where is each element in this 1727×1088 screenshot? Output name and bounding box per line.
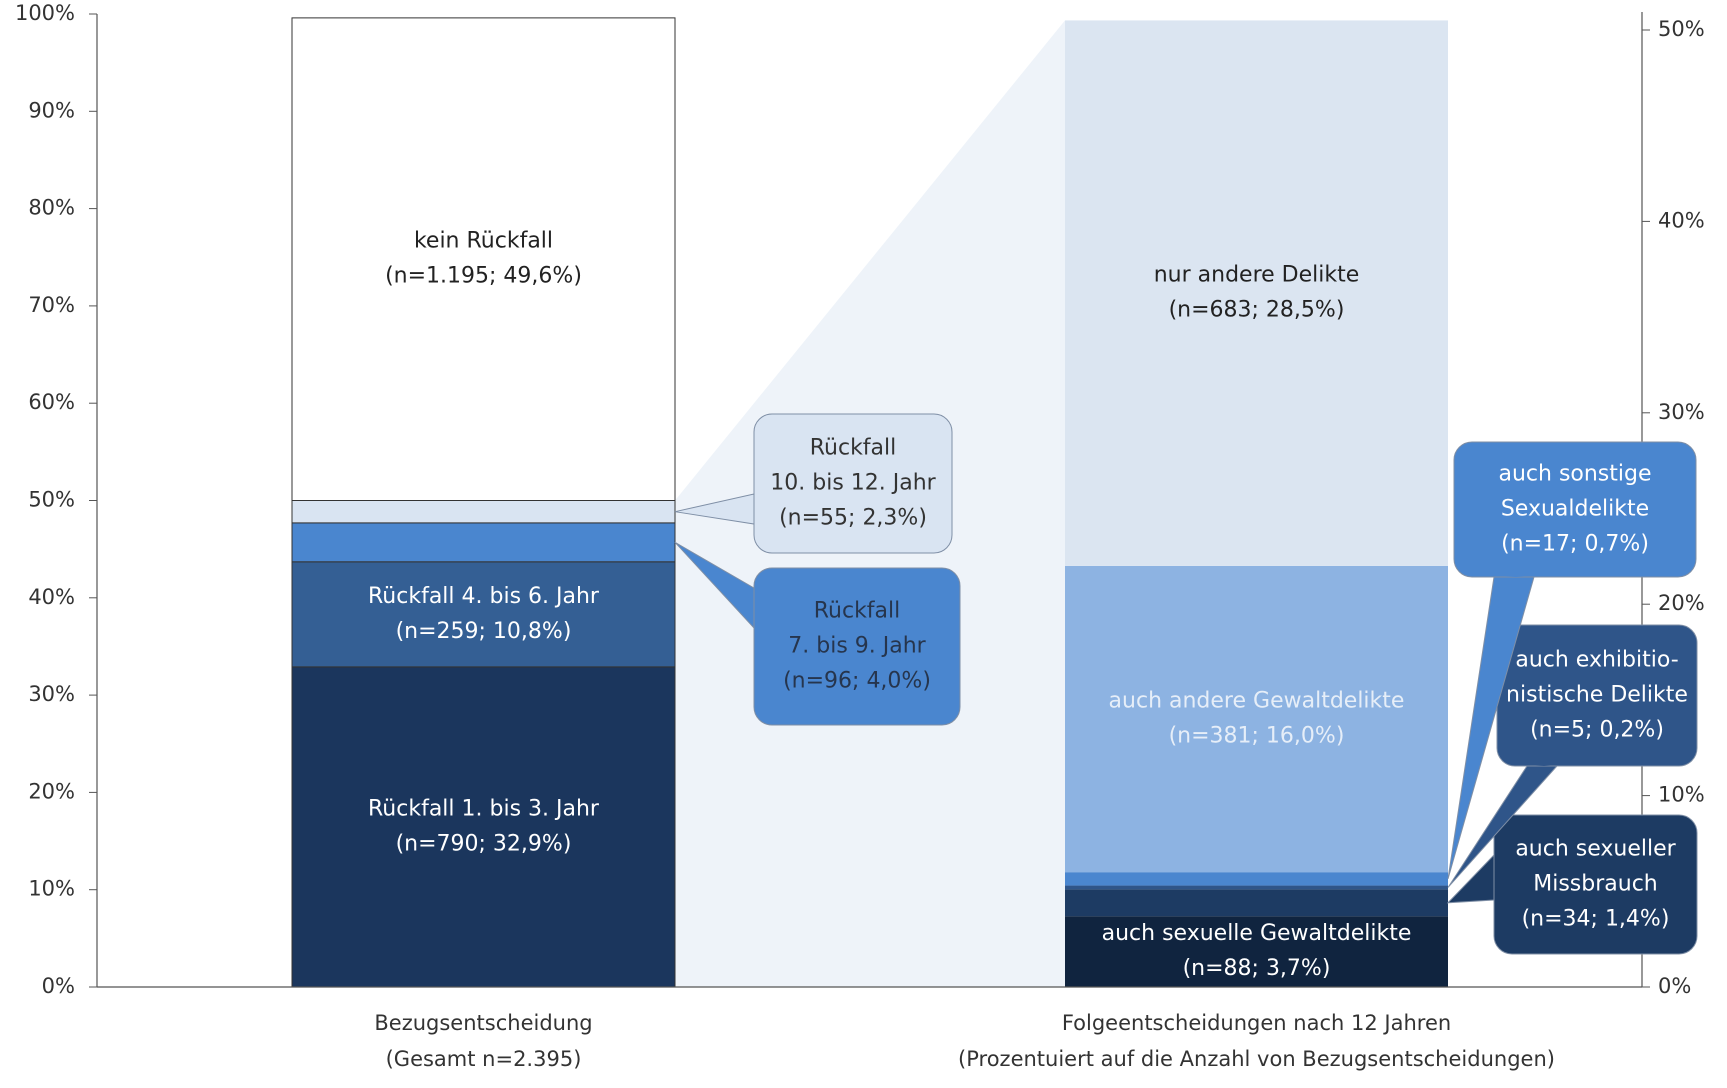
bar-segment xyxy=(1065,889,1448,917)
segment-label: auch sexuelle Gewaltdelikte xyxy=(1102,921,1412,946)
x-category-label: (Gesamt n=2.395) xyxy=(386,1047,582,1071)
y-tick-label: 60% xyxy=(28,390,75,414)
bar-segment xyxy=(1065,885,1448,890)
callout-seam xyxy=(1494,576,1534,577)
bar-segment xyxy=(291,522,676,563)
callout-label: Missbrauch xyxy=(1533,872,1658,897)
callout-label: (n=34; 1,4%) xyxy=(1522,907,1670,932)
callout-label: auch sexueller xyxy=(1515,837,1676,862)
bar-segment xyxy=(1065,20,1448,566)
segment-label: auch andere Gewaltdelikte xyxy=(1109,689,1405,714)
segment-label: (n=1.195; 49,6%) xyxy=(385,264,582,289)
callout-box xyxy=(1493,814,1698,955)
callout-seam xyxy=(755,588,756,628)
bar-segment xyxy=(1065,872,1448,886)
callout-label: auch exhibitio- xyxy=(1515,648,1678,673)
x-category-label: Bezugsentscheidung xyxy=(374,1011,592,1035)
callout-label: Sexualdelikte xyxy=(1501,497,1649,522)
bar-segment xyxy=(291,17,676,502)
callout-label: (n=5; 0,2%) xyxy=(1530,718,1664,743)
segment-label: kein Rückfall xyxy=(414,229,553,254)
y-tick-label: 100% xyxy=(15,1,75,25)
callout-label: nistische Delikte xyxy=(1506,683,1688,708)
callout-label: auch sonstige xyxy=(1498,462,1651,487)
segment-label: nur andere Delikte xyxy=(1154,263,1360,288)
callout-label: (n=17; 0,7%) xyxy=(1501,532,1649,557)
y2-tick-label: 40% xyxy=(1658,208,1705,232)
segment-label: (n=683; 28,5%) xyxy=(1169,298,1345,323)
y-tick-label: 90% xyxy=(28,98,75,122)
y-tick-label: 0% xyxy=(42,974,75,998)
bar-segment xyxy=(291,500,676,524)
y2-tick-label: 30% xyxy=(1658,400,1705,424)
segment-label: (n=88; 3,7%) xyxy=(1183,956,1331,981)
callout-seam xyxy=(755,494,756,524)
callout-seam xyxy=(1527,765,1557,766)
callout-label: Rückfall xyxy=(814,599,901,624)
y-tick-label: 40% xyxy=(28,585,75,609)
y-tick-label: 20% xyxy=(28,779,75,803)
bar-segment xyxy=(1065,916,1448,987)
bar-segment xyxy=(291,561,676,668)
segment-label: (n=259; 10,8%) xyxy=(396,619,572,644)
callout-label: 10. bis 12. Jahr xyxy=(770,471,936,496)
x-category-label: Folgeentscheidungen nach 12 Jahren xyxy=(1062,1011,1451,1035)
callout-label: (n=55; 2,3%) xyxy=(779,506,927,531)
y-tick-label: 70% xyxy=(28,293,75,317)
callout-box xyxy=(1453,441,1697,578)
callout-label: 7. bis 9. Jahr xyxy=(788,634,926,659)
y2-tick-label: 20% xyxy=(1658,591,1705,615)
segment-label: Rückfall 1. bis 3. Jahr xyxy=(368,796,600,821)
callout-box xyxy=(753,567,961,726)
segment-label: (n=381; 16,0%) xyxy=(1169,724,1345,749)
y2-tick-label: 10% xyxy=(1658,783,1705,807)
y-tick-label: 30% xyxy=(28,682,75,706)
x-category-label: (Prozentuiert auf die Anzahl von Bezugse… xyxy=(958,1047,1555,1071)
y-tick-label: 10% xyxy=(28,877,75,901)
bar-segment xyxy=(1065,565,1448,873)
callout-seam xyxy=(1495,855,1496,900)
bar-segment xyxy=(291,666,676,988)
y-tick-label: 80% xyxy=(28,196,75,220)
y-tick-label: 50% xyxy=(28,488,75,512)
segment-label: Rückfall 4. bis 6. Jahr xyxy=(368,584,600,609)
callout-label: (n=96; 4,0%) xyxy=(783,669,931,694)
callout-label: Rückfall xyxy=(810,436,897,461)
y2-tick-label: 50% xyxy=(1658,17,1705,41)
y2-tick-label: 0% xyxy=(1658,974,1691,998)
segment-label: (n=790; 32,9%) xyxy=(396,831,572,856)
callout-box xyxy=(753,413,953,554)
